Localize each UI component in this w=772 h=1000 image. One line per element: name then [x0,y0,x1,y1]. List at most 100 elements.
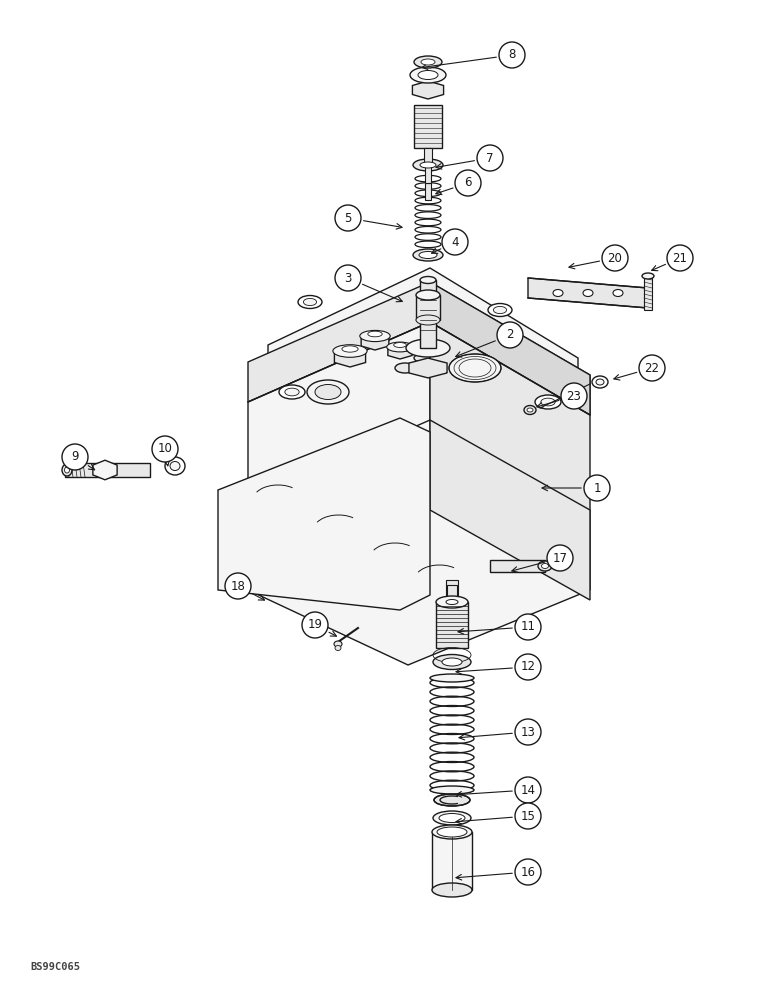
Text: 21: 21 [672,251,688,264]
Circle shape [547,545,573,571]
Text: 16: 16 [520,865,536,879]
Ellipse shape [541,398,555,406]
Ellipse shape [298,296,322,308]
Ellipse shape [524,406,536,414]
Text: 10: 10 [157,442,172,456]
Ellipse shape [538,561,552,571]
Ellipse shape [437,827,467,837]
Text: 8: 8 [508,48,516,62]
Text: 4: 4 [452,235,459,248]
Polygon shape [420,280,436,348]
Text: 9: 9 [71,450,79,464]
Ellipse shape [279,385,305,399]
Polygon shape [425,183,431,200]
Text: 14: 14 [520,784,536,796]
Text: 22: 22 [645,361,659,374]
Ellipse shape [430,786,474,794]
Text: 20: 20 [608,251,622,264]
Circle shape [515,803,541,829]
Text: 2: 2 [506,328,513,342]
Polygon shape [218,418,430,610]
Ellipse shape [335,646,341,650]
Circle shape [602,245,628,271]
Ellipse shape [387,342,413,352]
Text: 13: 13 [520,726,536,738]
Polygon shape [446,580,458,602]
Polygon shape [416,295,440,320]
Polygon shape [334,349,366,367]
Circle shape [442,229,468,255]
Circle shape [302,612,328,638]
Circle shape [335,265,361,291]
Polygon shape [430,420,590,600]
Ellipse shape [334,641,342,647]
Ellipse shape [416,290,440,300]
Ellipse shape [493,306,506,314]
Polygon shape [414,105,442,148]
Ellipse shape [436,596,468,608]
Ellipse shape [367,331,382,337]
Ellipse shape [394,343,406,347]
Ellipse shape [527,408,533,412]
Ellipse shape [165,457,185,475]
Text: 3: 3 [344,271,352,284]
Ellipse shape [583,290,593,296]
Ellipse shape [433,654,471,670]
Text: 7: 7 [486,151,494,164]
Polygon shape [432,832,472,890]
Polygon shape [409,358,447,378]
Ellipse shape [488,304,512,316]
Ellipse shape [307,380,349,404]
Ellipse shape [642,273,654,279]
Polygon shape [248,282,590,415]
Circle shape [561,383,587,409]
Text: 1: 1 [593,482,601,494]
Text: 18: 18 [231,580,245,592]
Polygon shape [430,322,590,590]
Ellipse shape [62,464,72,476]
Ellipse shape [360,330,390,342]
Ellipse shape [613,290,623,296]
Circle shape [225,573,251,599]
Circle shape [152,436,178,462]
Circle shape [477,145,503,171]
Text: 19: 19 [307,618,323,632]
Text: 5: 5 [344,212,352,225]
Polygon shape [248,420,430,590]
Text: 23: 23 [567,389,581,402]
Text: 12: 12 [520,660,536,674]
Text: 6: 6 [464,176,472,190]
Ellipse shape [395,363,415,373]
Ellipse shape [413,249,443,261]
Ellipse shape [420,276,436,284]
Ellipse shape [413,159,443,171]
Polygon shape [528,278,648,308]
Ellipse shape [416,315,440,325]
Ellipse shape [421,59,435,65]
Ellipse shape [553,290,563,296]
Circle shape [455,170,481,196]
Polygon shape [447,585,457,602]
Ellipse shape [419,251,437,258]
Ellipse shape [434,794,470,806]
Circle shape [515,859,541,885]
Ellipse shape [170,462,180,471]
Ellipse shape [596,379,604,385]
Ellipse shape [333,345,367,357]
Polygon shape [248,322,430,570]
Circle shape [497,322,523,348]
Circle shape [515,719,541,745]
Ellipse shape [446,599,458,604]
Circle shape [515,777,541,803]
Circle shape [667,245,693,271]
Polygon shape [248,500,590,665]
Polygon shape [268,268,578,375]
Ellipse shape [406,339,450,357]
Circle shape [515,614,541,640]
Circle shape [639,355,665,381]
Ellipse shape [442,658,462,666]
Polygon shape [93,460,117,480]
Ellipse shape [414,56,442,68]
Ellipse shape [430,674,474,682]
Ellipse shape [285,388,300,396]
